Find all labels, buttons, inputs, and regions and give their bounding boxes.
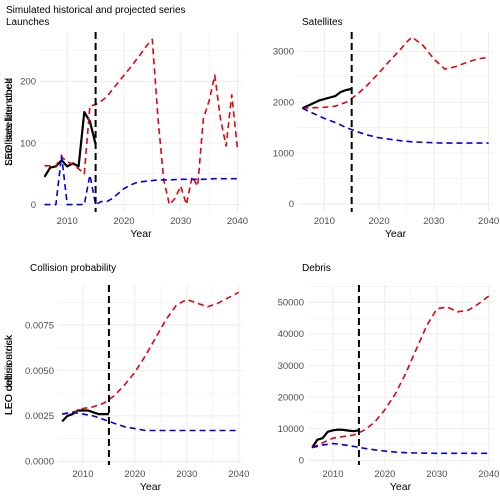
grid	[40, 32, 242, 212]
grid	[298, 32, 493, 212]
panel-launches: 2010 2020 2030 2040 0 100 200 Year Satellites la…	[3, 17, 248, 240]
series-projection_low	[312, 442, 489, 455]
y-tick-label: 50000	[278, 298, 304, 309]
y-axis-label: LEO collision risk	[3, 334, 15, 415]
series-projection_high	[302, 36, 489, 110]
x-tick-label: 2010	[57, 216, 78, 227]
y-tick-label: 0.0075	[25, 320, 54, 331]
y-tick-label: 100	[20, 138, 36, 149]
x-tick-label: 2040	[478, 216, 499, 227]
grid	[58, 285, 243, 465]
x-axis-label: Year	[130, 228, 152, 240]
x-axis-label: Year	[140, 481, 162, 493]
y-tick-label: 0.0025	[25, 411, 54, 422]
series-historical	[43, 110, 97, 178]
x-tick-label: 2020	[374, 469, 395, 480]
y-tick-label: 3000	[273, 47, 294, 58]
y-tick-label: 0	[299, 456, 304, 467]
x-tick-label: 2040	[227, 216, 248, 227]
x-tick-label: 2030	[423, 216, 444, 227]
y-axis-label: Satellites launched	[3, 78, 15, 166]
panel-title: Debris	[302, 263, 331, 274]
x-tick-label: 2020	[368, 216, 389, 227]
y-tick-label: 20000	[278, 392, 304, 403]
y-tick-label: 0	[289, 199, 294, 210]
panel-debris: 2010 2020 2030 2040 0 10000 20000 30000 40000 500…	[3, 263, 499, 493]
y-tick-label: 1000	[273, 148, 294, 159]
y-tick-label: 10000	[278, 424, 304, 435]
x-tick-label: 2010	[72, 469, 93, 480]
y-tick-label: 30000	[278, 361, 304, 372]
series-projection_high	[44, 38, 239, 206]
x-tick-label: 2030	[176, 469, 197, 480]
panel-title: Launches	[6, 17, 49, 28]
x-tick-label: 2040	[478, 469, 499, 480]
y-tick-label: 0.0050	[25, 366, 54, 377]
panel-collision: 2010 2020 2030 2040 0.0000 0.0025 0.0050 0.0075…	[3, 263, 249, 493]
series-historical	[311, 428, 360, 449]
x-tick-label: 2020	[113, 216, 134, 227]
y-axis-label: LEO debris stock	[3, 334, 15, 415]
x-axis-label: Year	[390, 481, 412, 493]
series-projection_high	[311, 295, 490, 449]
x-axis-label: Year	[385, 228, 407, 240]
series-historical	[301, 87, 352, 110]
y-tick-label: 200	[20, 77, 36, 88]
x-tick-label: 2020	[124, 469, 145, 480]
x-tick-label: 2030	[170, 216, 191, 227]
series-projection_low	[302, 107, 489, 144]
figure-suptitle: Simulated historical and projected serie…	[6, 5, 186, 16]
y-tick-label: 0.0000	[25, 457, 54, 468]
x-tick-label: 2040	[228, 469, 249, 480]
series-projection_low	[62, 411, 239, 432]
x-tick-label: 2010	[314, 216, 335, 227]
series-projection_high	[62, 291, 240, 415]
panel-title: Satellites	[302, 17, 343, 28]
y-tick-label: 2000	[273, 97, 294, 108]
x-tick-label: 2010	[322, 469, 343, 480]
series-projection_low	[44, 154, 238, 206]
panel-title: Collision probability	[30, 263, 116, 274]
y-axis-label: LEO satellite stock	[3, 78, 15, 166]
y-tick-label: 40000	[278, 329, 304, 340]
y-tick-label: 0	[31, 200, 36, 211]
series-historical	[61, 409, 109, 423]
x-tick-label: 2030	[426, 469, 447, 480]
